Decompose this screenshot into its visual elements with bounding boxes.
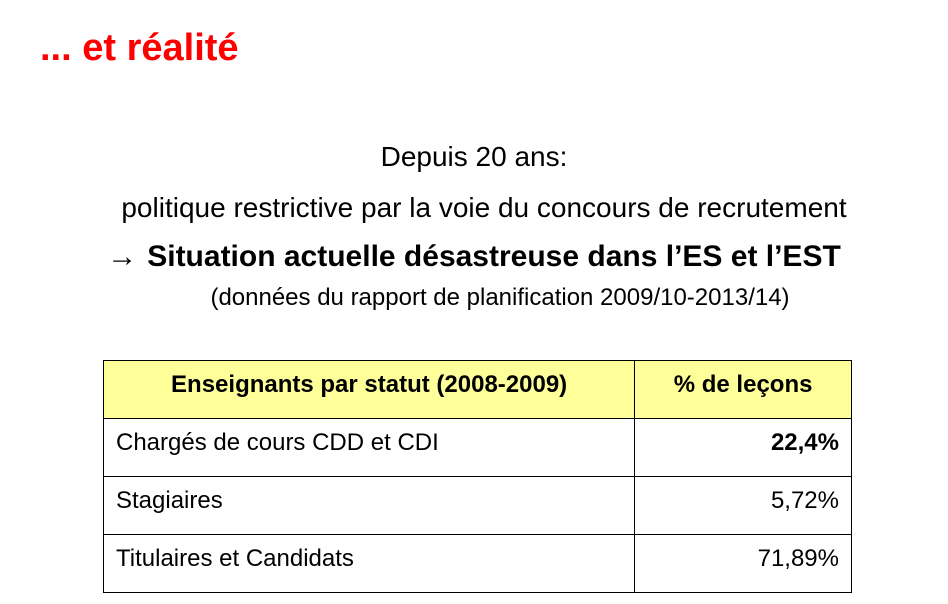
row-label: Stagiaires (102, 476, 636, 535)
row-value: 71,89% (634, 534, 852, 593)
situation-text: Situation actuelle désastreuse dans l’ES… (147, 240, 841, 273)
header-lessons-percent: % de leçons (634, 360, 852, 419)
teachers-status-table: Enseignants par statut (2008-2009) % de … (102, 360, 852, 593)
table-row: Titulaires et Candidats 71,89% (102, 534, 852, 593)
slide-title: ... et réalité (40, 27, 239, 69)
table-row: Chargés de cours CDD et CDI 22,4% (102, 418, 852, 477)
row-label: Titulaires et Candidats (102, 534, 636, 593)
policy-line: politique restrictive par la voie du con… (121, 192, 847, 223)
table-header-row: Enseignants par statut (2008-2009) % de … (102, 360, 852, 419)
table-row: Stagiaires 5,72% (102, 476, 852, 535)
header-status: Enseignants par statut (2008-2009) (102, 360, 636, 419)
intro-line: Depuis 20 ans: (380, 141, 568, 172)
row-label: Chargés de cours CDD et CDI (102, 418, 636, 477)
row-value: 22,4% (634, 418, 852, 477)
row-value: 5,72% (634, 476, 852, 535)
right-arrow-icon: → (107, 240, 138, 273)
source-note: (données du rapport de planification 200… (210, 284, 790, 311)
situation-line: → Situation actuelle désastreuse dans l’E… (0, 236, 948, 278)
